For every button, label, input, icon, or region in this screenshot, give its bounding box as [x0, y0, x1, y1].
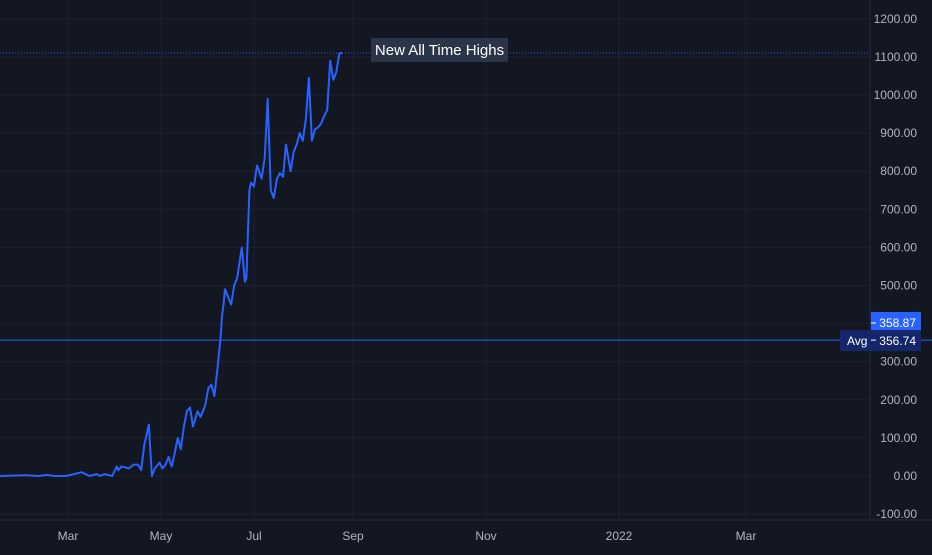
x-tick-label: Nov	[475, 529, 496, 543]
y-tick-label: 1200.00	[874, 12, 918, 26]
x-tick-label: Sep	[342, 529, 364, 543]
y-tick-label: 500.00	[880, 279, 917, 293]
y-tick-label: 700.00	[880, 202, 917, 216]
y-tick-label: 100.00	[880, 431, 917, 445]
x-tick-label: Mar	[58, 529, 79, 543]
y-tick-label: 200.00	[880, 393, 917, 407]
price-badge-label: 358.87	[879, 316, 916, 330]
y-tick-label: 1000.00	[874, 88, 918, 102]
y-tick-label: 900.00	[880, 126, 917, 140]
avg-badge-value: 356.74	[879, 334, 916, 348]
x-tick-label: May	[150, 529, 173, 543]
y-tick-label: 300.00	[880, 355, 917, 369]
avg-badge-label: Avg	[847, 334, 867, 348]
x-tick-label: 2022	[606, 529, 633, 543]
x-tick-label: Mar	[736, 529, 757, 543]
y-tick-label: 0.00	[894, 469, 918, 483]
y-tick-label: 1100.00	[875, 50, 918, 64]
y-tick-label: -100.00	[876, 507, 917, 521]
x-tick-label: Jul	[246, 529, 261, 543]
y-tick-label: 800.00	[880, 164, 917, 178]
y-tick-label: 600.00	[880, 240, 917, 254]
annotation-label: New All Time Highs	[375, 42, 504, 59]
